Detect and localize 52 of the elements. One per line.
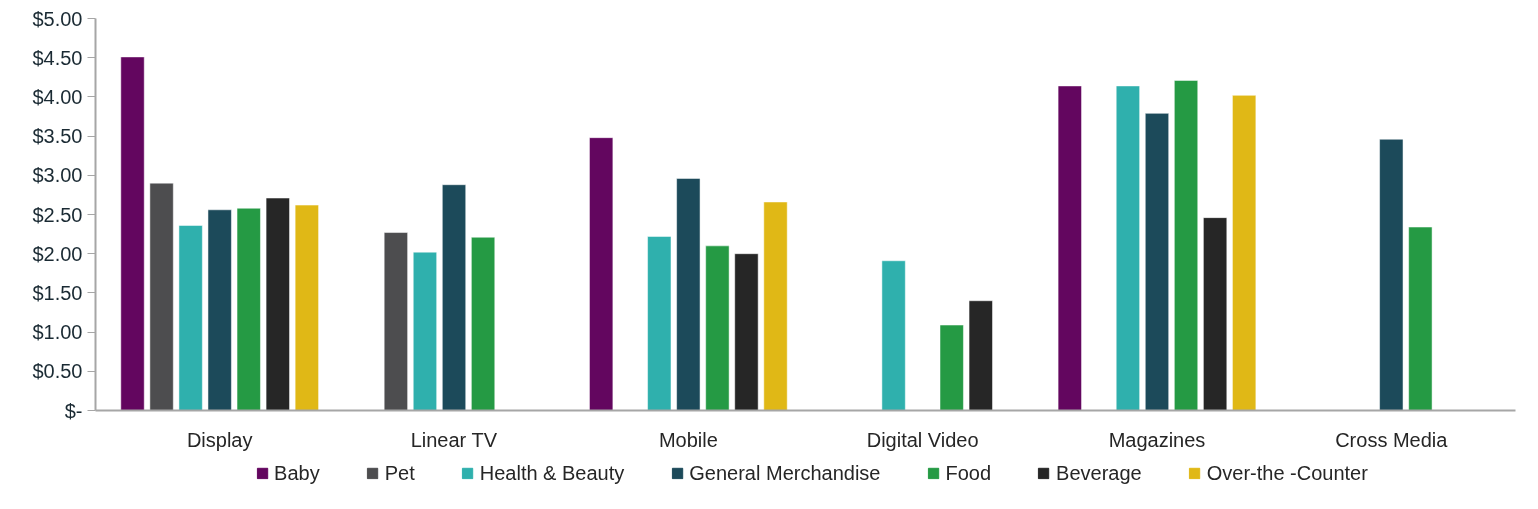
bar <box>1174 80 1199 411</box>
bar <box>412 251 437 411</box>
legend-label: Pet <box>384 461 415 485</box>
bar <box>294 204 319 411</box>
bar <box>1232 95 1257 411</box>
legend-label: Health & Beauty <box>479 461 625 485</box>
bar <box>178 225 203 411</box>
bar <box>471 236 496 411</box>
x-tick-label: Linear TV <box>410 428 498 451</box>
y-tick-label: $3.00 <box>32 164 83 187</box>
y-tick-label: $2.50 <box>32 203 83 226</box>
bar <box>1115 85 1140 411</box>
bar <box>589 137 614 411</box>
bar <box>881 260 906 411</box>
legend-label: Baby <box>274 461 320 485</box>
bar <box>1203 217 1228 411</box>
bar <box>442 184 466 411</box>
y-tick-label: $4.00 <box>32 85 83 108</box>
legend-label: Food <box>945 461 992 485</box>
bar <box>383 232 408 411</box>
legend-label: Beverage <box>1056 461 1142 485</box>
x-tick-label: Cross Media <box>1335 428 1449 451</box>
bar <box>676 178 701 411</box>
bar <box>734 253 759 411</box>
x-tick-label: Mobile <box>658 428 718 451</box>
bar <box>236 207 261 411</box>
bar <box>939 324 964 411</box>
x-tick-label: Magazines <box>1108 428 1206 451</box>
bar <box>705 245 730 411</box>
y-tick-label: $- <box>64 399 83 422</box>
bar <box>1145 113 1169 411</box>
bar <box>968 300 993 411</box>
y-tick-label: $4.50 <box>32 46 83 69</box>
legend-label: Over-the -Counter <box>1206 461 1368 485</box>
bar <box>763 201 788 411</box>
y-tick-label: $0.50 <box>32 360 83 383</box>
y-tick-label: $3.50 <box>32 125 83 148</box>
legend-label: General Merchandise <box>689 461 881 485</box>
x-tick-label: Display <box>186 428 253 451</box>
bar <box>149 182 174 411</box>
y-tick-label: $1.50 <box>32 281 83 304</box>
x-tick-label: Digital Video <box>866 428 979 451</box>
bar <box>1408 226 1433 411</box>
bar <box>207 209 232 411</box>
y-tick-label: $1.00 <box>32 321 83 344</box>
bar <box>1057 85 1082 411</box>
bar <box>265 197 290 411</box>
y-tick-label: $2.00 <box>32 242 83 265</box>
bar <box>1379 138 1404 411</box>
bar <box>647 236 672 411</box>
bar <box>120 56 145 411</box>
y-tick-label: $5.00 <box>32 7 83 30</box>
